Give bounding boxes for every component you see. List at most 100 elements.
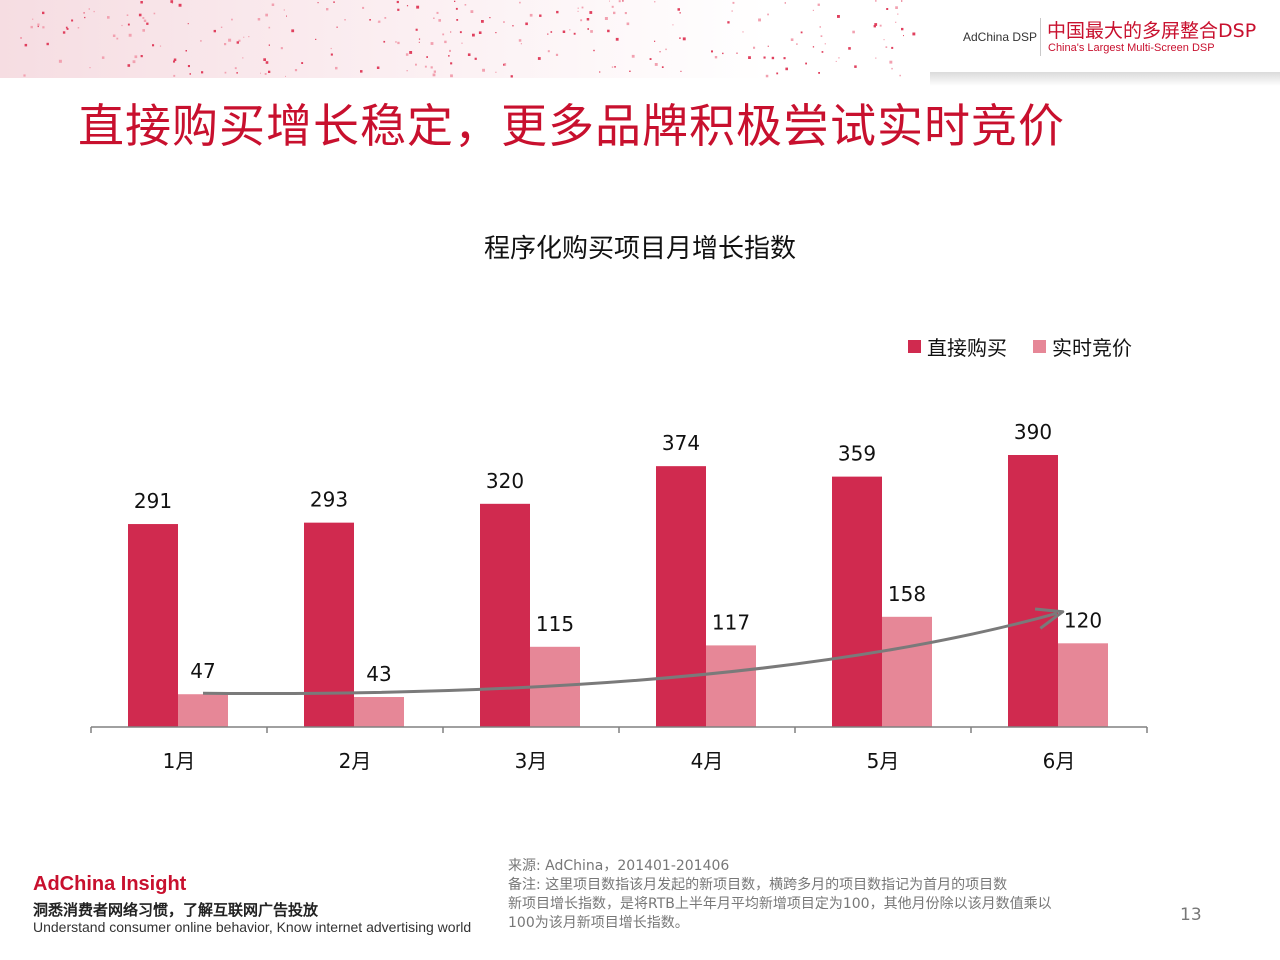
banner-dot <box>89 67 91 69</box>
banner-dot <box>132 60 136 64</box>
banner-dot <box>185 50 187 52</box>
banner-dot <box>213 29 216 33</box>
banner-dot <box>236 72 238 74</box>
banner-dot <box>378 20 381 23</box>
brand-slogan-cn: 中国最大的多屏整合DSP <box>1047 20 1257 42</box>
banner-dot <box>436 11 439 14</box>
footer-tagline-cn: 洞悉消费者网络习惯，了解互联网广告投放 <box>33 901 319 919</box>
banner-dot <box>467 53 471 56</box>
banner-dot <box>291 29 295 33</box>
banner-dot <box>450 31 452 33</box>
banner-dot <box>679 37 681 39</box>
banner-dot <box>376 66 380 69</box>
banner-dot <box>519 1 521 4</box>
banner-dot <box>852 30 855 34</box>
x-tick-label: 6月 <box>1043 749 1076 773</box>
banner-dot <box>271 3 275 6</box>
banner-dot <box>482 68 485 72</box>
data-label-rtb: 117 <box>712 610 750 634</box>
banner-dot <box>200 40 202 42</box>
banner-dot <box>611 5 614 8</box>
banner-dot <box>116 37 119 40</box>
banner-dot <box>821 51 824 53</box>
banner-dot <box>593 49 595 52</box>
banner-dot <box>895 21 897 23</box>
brand-adchina-dsp: AdChina DSP <box>963 30 1038 44</box>
banner-dot <box>178 3 182 7</box>
banner-dot <box>433 17 435 19</box>
slide-title: 直接购买增长稳定，更多品牌积极尝试实时竞价 <box>78 99 1065 153</box>
banner-dot <box>127 23 130 26</box>
banner-dot <box>562 30 566 33</box>
data-label-direct: 293 <box>310 488 348 512</box>
banner-dot <box>503 64 505 66</box>
data-label-direct: 291 <box>134 489 172 513</box>
banner-dot <box>472 33 475 37</box>
note-line-3: 100为该月新项目增长指数。 <box>508 915 689 931</box>
banner-dot <box>257 18 261 21</box>
banner-dot <box>409 51 413 54</box>
banner-dot <box>37 23 40 26</box>
bar-rtb <box>1058 643 1108 727</box>
banner-dot-pattern <box>20 0 916 78</box>
banner-dot <box>812 46 815 48</box>
banner-dot <box>767 13 769 16</box>
banner-dot <box>470 10 474 13</box>
bar-direct <box>480 503 530 727</box>
banner-dot <box>77 27 80 29</box>
banner-dot <box>449 49 451 52</box>
banner-dot <box>818 72 820 74</box>
banner-dot <box>654 1 656 3</box>
banner-dot <box>58 59 62 63</box>
banner-dot <box>820 35 823 37</box>
page-number: 13 <box>1180 905 1202 925</box>
footer-tagline-en: Understand consumer online behavior, Kno… <box>33 919 472 935</box>
data-label-rtb: 115 <box>536 612 574 636</box>
banner-dot <box>812 9 814 11</box>
banner-dot <box>763 56 766 59</box>
banner-dot <box>895 6 898 9</box>
banner-dot <box>317 2 319 4</box>
banner-dot <box>800 31 803 34</box>
brand-slogan-en: China's Largest Multi-Screen DSP <box>1048 42 1215 54</box>
banner-dot <box>682 37 686 41</box>
banner-dot <box>234 67 237 70</box>
banner-dot <box>903 35 904 37</box>
banner-dot <box>510 75 513 78</box>
banner-dot <box>529 13 533 17</box>
banner-dot <box>415 28 418 31</box>
banner-dot <box>23 74 26 77</box>
banner-dot <box>315 38 317 40</box>
banner-dot <box>672 24 674 26</box>
banner-dot <box>433 70 436 73</box>
banner-dot <box>112 34 116 37</box>
banner-dot <box>631 54 635 58</box>
banner-dot <box>268 70 271 73</box>
banner-dot <box>263 58 266 61</box>
banner-dot <box>173 74 176 77</box>
banner-dot <box>677 8 680 11</box>
banner-dot <box>121 24 123 27</box>
banner-dot <box>444 40 447 44</box>
banner-dot <box>171 2 173 4</box>
banner-dot <box>805 62 807 65</box>
banner-dot <box>126 14 129 16</box>
banner-dot <box>711 50 713 53</box>
banner-dot <box>383 40 386 43</box>
banner-dot <box>384 17 387 19</box>
banner-dot <box>481 20 484 23</box>
banner-dot <box>360 70 363 73</box>
banner-dot <box>607 29 610 33</box>
banner-dot <box>406 5 409 7</box>
banner-dot <box>268 26 271 29</box>
x-tick-label: 2月 <box>339 749 372 773</box>
banner-dot <box>418 41 420 43</box>
banner-dot <box>461 42 463 44</box>
legend-item-direct: 直接购买 <box>908 332 1007 361</box>
banner-dot <box>599 71 601 73</box>
banner-dot <box>587 28 589 30</box>
banner-dot <box>430 42 434 45</box>
trend-arrow-head <box>1034 607 1065 630</box>
banner-dot <box>590 30 593 33</box>
banner-dot <box>134 55 138 59</box>
